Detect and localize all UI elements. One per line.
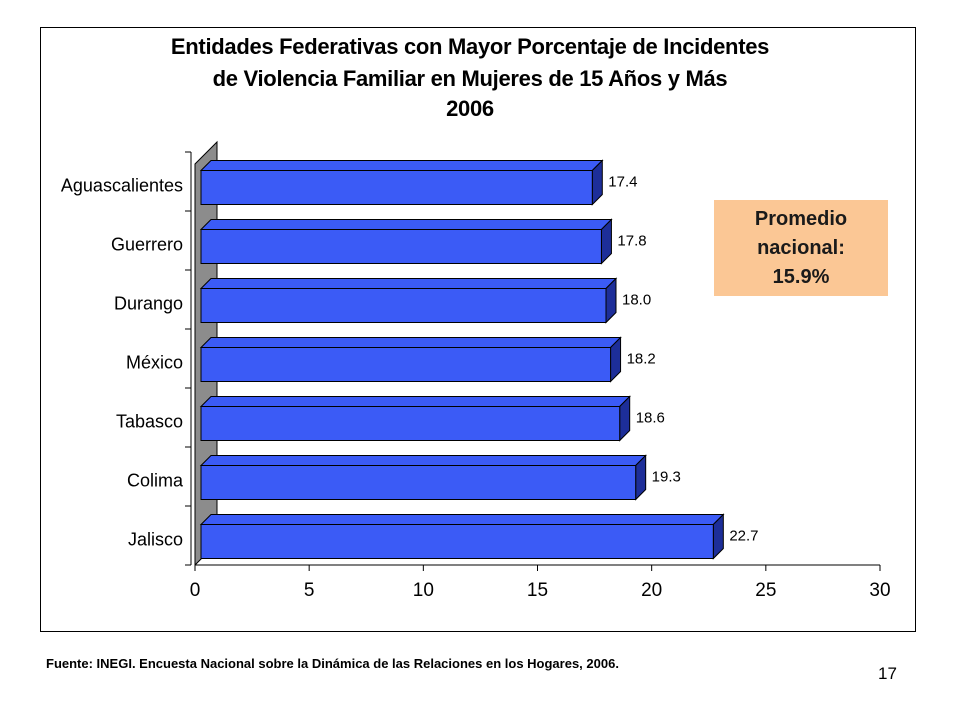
chart-title-line-1: Entidades Federativas con Mayor Porcenta… — [170, 34, 770, 59]
source-note: Fuente: INEGI. Encuesta Nacional sobre l… — [46, 656, 619, 671]
category-tick-label: Aguascalientes — [61, 176, 183, 196]
bar — [200, 406, 621, 441]
category-tick-label: Colima — [127, 471, 184, 491]
chart-title-line-2: de Violencia Familiar en Mujeres de 15 A… — [212, 66, 728, 91]
category-tick-label: México — [126, 353, 183, 373]
value-tick-label: 15 — [527, 580, 548, 601]
callout-line-2: nacional: — [757, 237, 845, 259]
bar-top-face — [199, 278, 618, 289]
bar-top-face — [199, 337, 622, 348]
page-number: 17 — [878, 664, 897, 683]
bar-value-label: 19.3 — [652, 469, 681, 486]
bar-value-label: 17.4 — [608, 174, 637, 191]
bar — [200, 229, 602, 264]
bar-top-face — [199, 455, 647, 466]
category-tick-label: Jalisco — [128, 530, 183, 550]
national-average-callout: Promedio nacional: 15.9% — [714, 200, 888, 296]
bar — [200, 524, 714, 559]
bar-top-face — [199, 396, 631, 407]
value-tick-label: 10 — [413, 580, 434, 601]
value-tick-label: 25 — [755, 580, 776, 601]
bar — [200, 170, 593, 205]
callout-line-3: 15.9% — [772, 266, 830, 288]
bar-value-label: 17.8 — [617, 233, 646, 250]
category-tick-label: Tabasco — [116, 412, 183, 432]
category-tick-label: Durango — [114, 294, 183, 314]
bar-top-face — [199, 160, 604, 171]
bar — [200, 347, 612, 382]
value-tick-label: 30 — [869, 580, 890, 601]
bar-value-label: 18.2 — [627, 351, 656, 368]
category-tick-label: Guerrero — [111, 235, 183, 255]
bar-value-label: 18.0 — [622, 292, 651, 309]
bar-top-face — [199, 219, 613, 230]
bar — [200, 465, 637, 500]
value-tick-label: 0 — [190, 580, 201, 601]
callout-line-1: Promedio — [754, 208, 848, 230]
bar-top-face — [199, 514, 725, 525]
bar — [200, 288, 607, 323]
chart-title-line-3: 2006 — [446, 96, 494, 121]
value-tick-label: 20 — [641, 580, 662, 601]
bar-value-label: 22.7 — [729, 528, 758, 545]
bar-value-label: 18.6 — [636, 410, 665, 427]
value-tick-label: 5 — [304, 580, 315, 601]
